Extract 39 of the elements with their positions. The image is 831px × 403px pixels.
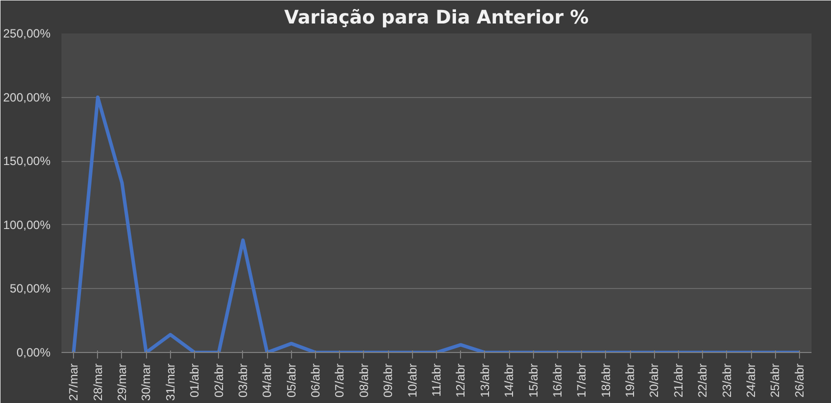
x-tick-label: 08/abr bbox=[356, 363, 371, 398]
x-tick-label: 01/abr bbox=[188, 363, 202, 398]
line-series bbox=[72, 96, 802, 352]
x-tick-label: 19/abr bbox=[623, 363, 638, 398]
x-tick-label: 21/abr bbox=[671, 363, 686, 398]
y-tick-label: 100,00% bbox=[3, 218, 51, 232]
x-tick-label: 17/abr bbox=[574, 363, 589, 398]
y-tick-label: 200,00% bbox=[3, 90, 51, 104]
chart-title: Variação para Dia Anterior % bbox=[284, 8, 590, 28]
y-tick-label: 150,00% bbox=[3, 154, 51, 168]
x-tick-label: 30/mar bbox=[139, 363, 154, 401]
x-tick-label: 12/abr bbox=[454, 363, 468, 398]
x-tick-label: 16/abr bbox=[550, 363, 564, 398]
x-tick-label: 27/mar bbox=[66, 363, 81, 401]
x-tick-label: 14/abr bbox=[502, 363, 516, 398]
x-tick-label: 29/mar bbox=[114, 363, 129, 401]
x-tick-label: 06/abr bbox=[308, 363, 323, 398]
x-tick-label: 24/abr bbox=[744, 363, 758, 398]
x-tick-label: 25/abr bbox=[768, 363, 782, 398]
x-tick-label: 13/abr bbox=[478, 363, 492, 398]
x-tick-label: 02/abr bbox=[212, 363, 226, 398]
x-tick-label: 09/abr bbox=[381, 363, 396, 398]
x-tick-label: 18/abr bbox=[598, 363, 613, 398]
y-tick-label: 250,00% bbox=[3, 26, 51, 40]
x-tick-label: 22/abr bbox=[696, 363, 710, 398]
x-tick-label: 10/abr bbox=[405, 363, 420, 398]
x-tick-label: 07/abr bbox=[332, 363, 347, 398]
x-tick-label: 28/mar bbox=[90, 363, 105, 401]
y-tick-label: 0,00% bbox=[16, 346, 51, 360]
x-tick-label: 03/abr bbox=[236, 363, 250, 398]
x-tick-label: 20/abr bbox=[647, 363, 662, 398]
x-tick-label: 23/abr bbox=[720, 363, 734, 398]
x-tick-label: 05/abr bbox=[284, 363, 298, 398]
x-tick-label: 26/abr bbox=[792, 363, 806, 398]
y-tick-label: 50,00% bbox=[10, 282, 51, 296]
x-tick-label: 31/mar bbox=[163, 363, 178, 401]
x-tick-label: 04/abr bbox=[260, 363, 274, 398]
x-tick-label: 15/abr bbox=[526, 363, 540, 398]
x-tick-label: 11/abr bbox=[430, 363, 444, 397]
